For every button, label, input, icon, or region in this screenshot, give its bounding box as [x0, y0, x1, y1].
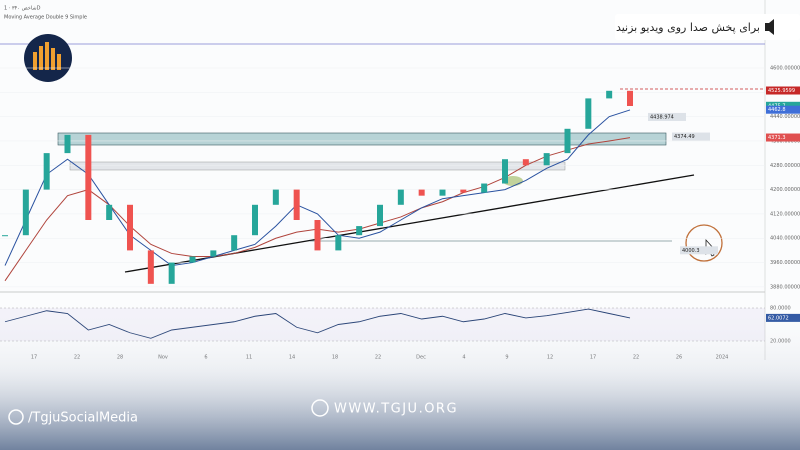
candle [502, 159, 508, 184]
candle [293, 189, 300, 220]
candle [43, 153, 50, 190]
price-tick-label: 4440.000000 [770, 114, 800, 120]
price-label-box [766, 105, 800, 114]
candle [168, 262, 175, 284]
annotation-box [648, 112, 686, 121]
candle [627, 90, 633, 106]
candle [106, 204, 113, 220]
banner-text[interactable]: برای پخش صدا روی ویدیو بزنید [616, 21, 760, 34]
candle [231, 235, 238, 251]
candle [85, 134, 92, 220]
price-label: 4525.9599 [768, 88, 795, 94]
indicator: Moving Average Double 9 Simple [4, 15, 87, 21]
mute-icon [765, 19, 774, 35]
candle [418, 189, 425, 196]
price-label-box [766, 133, 800, 142]
candle [439, 189, 446, 196]
zone [57, 132, 667, 146]
social-icon [8, 409, 24, 425]
annotation-box [672, 132, 710, 141]
price-tick-label: 3880.000000 [770, 284, 800, 290]
overlay [0, 300, 800, 450]
candle [189, 256, 196, 263]
candle [606, 90, 613, 99]
price-label: 4371.3 [768, 135, 786, 141]
candle [64, 134, 71, 154]
social-handle: /TgjuSocialMedia [28, 411, 138, 426]
candle [335, 235, 342, 251]
price-tick-label: 3960.000000 [770, 260, 800, 266]
candle [543, 153, 550, 166]
price-tick-label: 4200.000000 [770, 187, 800, 193]
candle [210, 250, 217, 257]
candle [127, 204, 133, 251]
candle [314, 220, 321, 251]
price-tick-label: 4040.000000 [770, 236, 800, 242]
price-label: 4462.8 [768, 107, 786, 113]
price-tick-label: 4280.000000 [770, 163, 800, 169]
candle [356, 226, 363, 236]
candle [22, 189, 29, 236]
site-url[interactable]: WWW.TGJU.ORG [334, 402, 458, 417]
candle [397, 189, 404, 205]
candle [377, 204, 383, 227]
candle [460, 189, 467, 193]
candle [147, 250, 154, 284]
annotation: 4374.49 [674, 134, 695, 140]
candle [252, 204, 258, 236]
annotation: 4438.974 [650, 114, 674, 120]
cursor-ring [685, 224, 723, 262]
candle [272, 189, 279, 205]
candle [564, 128, 571, 154]
sound-banner[interactable] [615, 14, 800, 40]
candle [522, 159, 529, 166]
symbol: شاخص ۳۴۰ · 1D [4, 6, 41, 12]
annotation: 4000.3 [682, 248, 700, 254]
zone [69, 161, 566, 171]
price-tick-label: 4120.000000 [770, 211, 800, 217]
candle [585, 98, 592, 129]
annotation-box [680, 246, 718, 255]
price-label-box [766, 86, 800, 95]
globe-icon [311, 399, 329, 417]
candle [2, 235, 8, 237]
logo-bars [33, 42, 61, 70]
price-tick-label: 4600.000000 [770, 66, 800, 72]
candle [481, 183, 488, 193]
